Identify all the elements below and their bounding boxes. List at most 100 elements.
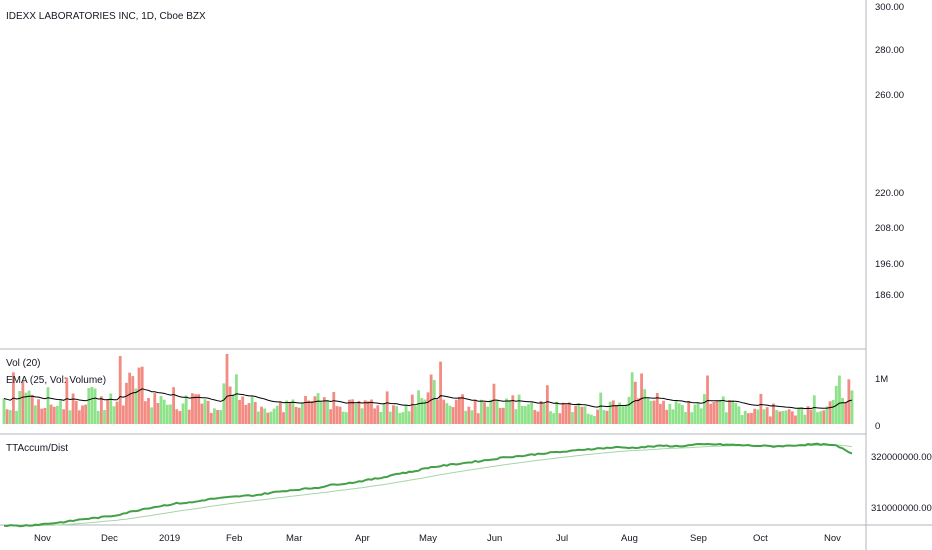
price-tick: 220.00	[875, 188, 904, 199]
volume-bar	[285, 400, 289, 424]
time-axis[interactable]: Nov Dec 2019 Feb Mar Apr May Jun Jul Aug…	[34, 533, 841, 544]
volume-bar	[812, 395, 816, 424]
volume-bar	[200, 403, 204, 424]
volume-bar	[762, 409, 766, 424]
volume-bar	[674, 401, 678, 424]
volume-bar	[498, 408, 502, 424]
volume-bar	[175, 409, 179, 424]
volume-bar	[464, 410, 468, 424]
volume-bar	[18, 391, 22, 424]
volume-bar	[65, 377, 69, 424]
volume-bar	[184, 395, 188, 424]
volume-bar	[388, 411, 392, 424]
volume-bar	[420, 398, 424, 424]
volume-bar	[624, 404, 628, 424]
price-axis[interactable]: 300.00 280.00 260.00 220.00 208.00 196.0…	[875, 2, 904, 301]
accum-tick: 320000000.00	[871, 452, 932, 463]
volume-bar	[203, 399, 207, 424]
volume-bar	[247, 403, 251, 424]
volume-bar	[759, 393, 763, 424]
volume-bar	[564, 404, 568, 424]
volume-bar	[681, 405, 684, 424]
volume-bar	[21, 381, 25, 424]
volume-bar	[558, 413, 562, 424]
volume-bar	[275, 405, 279, 424]
volume-bar	[822, 410, 826, 424]
volume-bar	[288, 402, 292, 424]
volume-bar	[194, 394, 197, 424]
volume-bar	[426, 392, 430, 424]
volume-bar	[244, 404, 248, 424]
volume-bar	[662, 400, 665, 424]
volume-bar	[329, 409, 333, 424]
time-label: May	[419, 533, 437, 544]
volume-bar	[797, 407, 801, 424]
volume-bar	[608, 401, 612, 424]
volume-bar	[618, 402, 621, 424]
time-label: Dec	[101, 533, 118, 544]
volume-bar	[611, 400, 615, 424]
volume-bar	[577, 403, 581, 424]
volume-bar	[250, 396, 254, 424]
volume-bar	[649, 400, 653, 424]
volume-bar	[731, 400, 735, 424]
volume-bar	[257, 411, 260, 424]
volume-bar	[847, 379, 851, 424]
volume-bar	[407, 411, 411, 424]
time-label: Nov	[34, 533, 51, 544]
time-label: 2019	[159, 533, 180, 544]
volume-bar	[59, 400, 62, 424]
volume-bar	[668, 403, 672, 424]
volume-bar	[235, 374, 238, 424]
volume-bar	[181, 403, 185, 424]
volume-bar	[690, 412, 694, 424]
volume-bar	[222, 383, 226, 424]
volume-bar	[143, 401, 147, 424]
volume-bar	[574, 405, 578, 424]
volume-bar	[150, 407, 154, 424]
volume-bar	[52, 406, 56, 424]
volume-bar	[62, 409, 66, 424]
volume-bar	[401, 412, 405, 424]
volume-bar	[297, 407, 301, 424]
volume-bar	[313, 396, 317, 424]
volume-bar	[404, 404, 408, 424]
volume-bar	[238, 399, 241, 424]
volume-bar	[709, 403, 713, 424]
volume-bar	[382, 403, 386, 424]
volume-bar	[417, 390, 420, 424]
volume-bar	[517, 394, 521, 424]
volume-bar	[209, 412, 213, 424]
volume-bar	[37, 399, 40, 424]
accum-title: TTAccum/Dist	[6, 443, 68, 454]
volume-bar	[68, 410, 72, 424]
volume-bar	[831, 399, 835, 424]
volume-bar	[272, 408, 276, 424]
volume-bar	[153, 393, 157, 424]
volume-bar	[357, 401, 361, 424]
volume-bar	[772, 403, 775, 424]
volume-bar	[93, 388, 97, 424]
volume-bar	[30, 394, 34, 424]
volume-bar	[850, 390, 854, 424]
volume-bar	[470, 410, 474, 424]
volume-bar	[414, 405, 417, 424]
volume-bar	[552, 413, 556, 424]
volume-bar	[454, 399, 458, 424]
volume-bar	[819, 411, 822, 424]
volume-bar	[451, 407, 455, 424]
volume-bar	[385, 391, 389, 424]
time-label: Mar	[286, 533, 302, 544]
volume-bar	[734, 402, 738, 424]
volume-bar	[363, 400, 367, 424]
volume-bar	[495, 400, 499, 424]
volume-bar	[319, 401, 323, 424]
volume-bar	[677, 403, 681, 424]
volume-bar	[219, 410, 223, 424]
volume-bar	[461, 394, 464, 424]
volume-bar	[652, 400, 656, 424]
volume-bar	[715, 400, 719, 424]
volume-bar	[765, 407, 769, 424]
volume-bar	[366, 401, 370, 424]
